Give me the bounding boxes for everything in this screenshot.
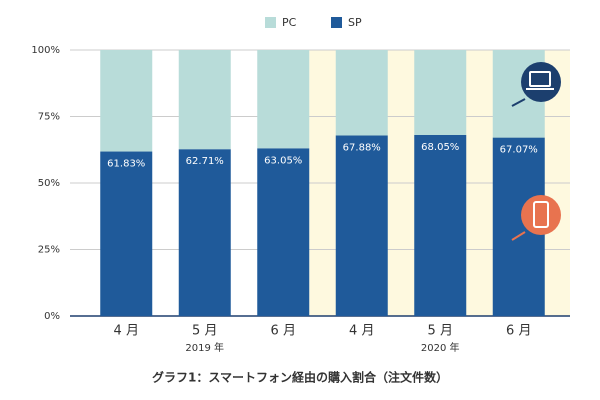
bar-segment xyxy=(100,151,153,316)
phone-icon xyxy=(511,195,561,241)
group-label: 2019 年 xyxy=(185,341,224,354)
laptop-icon xyxy=(511,62,561,107)
bar-segment xyxy=(414,134,467,316)
bar-segment xyxy=(257,50,310,149)
bar-segment xyxy=(178,50,231,150)
group-label: 2020 年 xyxy=(421,341,460,354)
x-tick-label: 4 月 xyxy=(349,324,374,339)
value-label: 68.05% xyxy=(421,142,459,153)
y-tick-label: 0% xyxy=(44,311,60,322)
y-tick-label: 50% xyxy=(38,178,60,189)
x-tick-label: 5 月 xyxy=(192,324,217,339)
value-label: 62.71% xyxy=(186,156,224,167)
bar-segment xyxy=(335,50,388,136)
bar-segment xyxy=(414,50,467,135)
x-tick-label: 4 月 xyxy=(114,324,139,339)
chart-title: グラフ1：スマートフォン経由の購入割合（注文件数） xyxy=(152,370,448,385)
value-label: 61.83% xyxy=(107,159,145,170)
x-tick-label: 6 月 xyxy=(506,324,531,339)
bar-segment xyxy=(100,50,153,152)
value-label: 63.05% xyxy=(264,155,302,166)
x-tick-label: 5 月 xyxy=(428,324,453,339)
legend-swatch xyxy=(331,17,342,28)
value-label: 67.88% xyxy=(343,142,381,153)
bar-segment xyxy=(178,149,231,316)
value-label: 67.07% xyxy=(500,145,538,156)
plot-layer: 2019 年 2020 年 0% 25% 50% 75% 100% 61.83% 4 月 62.7… xyxy=(31,16,570,354)
x-tick-label: 6 月 xyxy=(271,324,296,339)
legend-label: PC xyxy=(282,16,297,29)
legend-swatch xyxy=(265,17,276,28)
bar-segment xyxy=(257,148,310,316)
y-tick-label: 75% xyxy=(38,112,60,123)
bar-segment xyxy=(335,135,388,316)
y-tick-label: 25% xyxy=(38,245,60,256)
y-tick-label: 100% xyxy=(31,45,60,56)
legend-label: SP xyxy=(348,16,362,29)
